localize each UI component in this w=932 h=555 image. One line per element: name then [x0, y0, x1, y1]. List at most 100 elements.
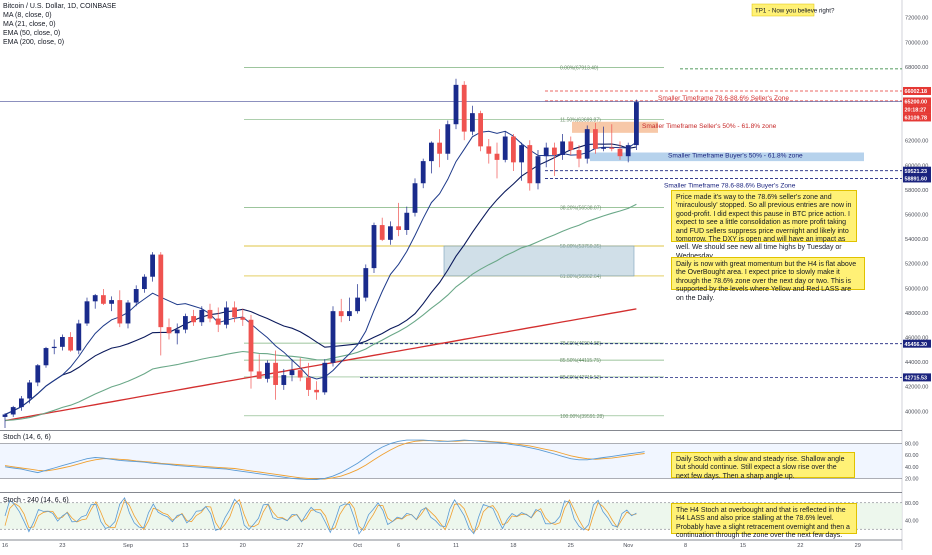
seller-zone-label: Smaller Timeframe 78.6-88.6% Seller's Zo…	[658, 95, 789, 102]
price-tag-label: 66002.18	[905, 89, 927, 95]
price-tag-label: 63109.78	[905, 116, 927, 122]
candle	[27, 380, 32, 404]
candle-body	[429, 142, 434, 162]
candle-body	[125, 302, 131, 324]
candle-body	[494, 153, 500, 160]
time-tick-label: 8	[684, 543, 687, 549]
candle-body	[297, 370, 303, 378]
analysis-note-3: Daily Stoch with a slow and steady rise.…	[671, 452, 855, 480]
candle-body	[109, 300, 114, 304]
candle	[453, 78, 459, 130]
candle	[412, 178, 418, 217]
buyer-50-61-zone-box	[590, 152, 864, 162]
candle-body	[248, 319, 254, 372]
candle-body	[265, 362, 270, 379]
seller-50-zone-label: Smaller Timeframe Seller's 50% - 61.8% z…	[642, 123, 777, 130]
stoch-h4-legend[interactable]: Stoch - 240 (14, 6, 6)	[3, 497, 69, 504]
price-tick-label: 68000.00	[905, 65, 928, 71]
analysis-note-2: Daily is now with great momentum but the…	[671, 257, 865, 302]
price-tag	[903, 166, 931, 175]
candle-body	[617, 148, 623, 157]
stoch-daily-legend[interactable]: Stoch (14, 6, 6)	[3, 434, 51, 441]
candle-body	[199, 309, 205, 323]
candle-body	[133, 289, 139, 303]
ema200-line	[4, 308, 637, 422]
candle-body	[593, 129, 598, 149]
candle-body	[35, 365, 41, 383]
candle	[306, 362, 311, 397]
fib-level-label: 78.60%(46994.88)	[560, 341, 601, 347]
candle	[101, 289, 106, 306]
candle	[601, 126, 606, 152]
candle-body	[338, 311, 344, 317]
candle	[240, 308, 246, 326]
candle	[232, 301, 237, 323]
candle	[68, 332, 73, 352]
stoch-daily-tick: 80.00	[905, 442, 919, 448]
candle	[265, 360, 270, 383]
candle-body	[470, 113, 475, 132]
candle	[51, 339, 57, 355]
candle	[502, 131, 508, 163]
candle-body	[379, 225, 385, 240]
price-tag	[903, 373, 931, 382]
fib-level-label: 85.50%(44115.75)	[560, 358, 601, 364]
candle-body	[527, 145, 533, 184]
candle	[174, 323, 180, 345]
indicator-ema50[interactable]: EMA (50, close, 0)	[3, 30, 61, 37]
stoch-h4-tick: 40.00	[905, 518, 919, 524]
candle-body	[486, 146, 492, 154]
candle-body	[191, 316, 196, 323]
candle-body	[215, 318, 221, 325]
candle-body	[76, 323, 82, 351]
candle-body	[207, 309, 213, 319]
price-tag	[903, 105, 931, 114]
indicator-ema200[interactable]: EMA (200, close, 0)	[3, 39, 65, 46]
time-tick-label: 11	[453, 543, 459, 549]
candle-body	[142, 276, 147, 290]
candle	[166, 318, 172, 340]
candle	[19, 396, 24, 411]
candle	[92, 293, 98, 309]
symbol-line[interactable]: Bitcoin / U.S. Dollar, 1D, COINBASE	[3, 3, 117, 10]
seller-50-61-zone-box	[572, 121, 658, 133]
candle	[437, 129, 442, 168]
candle	[371, 222, 377, 274]
candle	[142, 274, 147, 293]
indicator-ma21[interactable]: MA (21, close, 0)	[3, 21, 56, 28]
candle	[314, 381, 319, 400]
candle	[625, 142, 631, 163]
stoch-daily-tick: 20.00	[905, 476, 919, 482]
candle-body	[158, 254, 164, 328]
time-tick-label: 20	[240, 543, 246, 549]
price-tick-label: 62000.00	[905, 139, 928, 145]
candle	[43, 346, 49, 368]
candle	[273, 350, 278, 400]
candle-body	[363, 268, 369, 298]
indicator-ma8[interactable]: MA (8, close, 0)	[3, 12, 52, 19]
candle	[256, 354, 262, 379]
candle	[248, 314, 254, 389]
candle-body	[51, 346, 57, 349]
fib-golden-zone-box	[443, 245, 635, 277]
candle	[281, 368, 287, 390]
candle	[396, 202, 401, 237]
time-tick-label: 25	[568, 543, 574, 549]
candle	[297, 357, 303, 382]
candle	[552, 142, 557, 176]
price-tick-label: 58000.00	[905, 188, 928, 194]
candle-body	[183, 316, 188, 330]
candle	[2, 413, 8, 428]
candle-body	[256, 371, 262, 379]
candle-body	[289, 370, 295, 376]
candle	[576, 145, 582, 168]
price-tag-label: 65200.00	[905, 100, 927, 106]
time-tick-label: 27	[297, 543, 303, 549]
candle-body	[150, 254, 155, 277]
candle	[404, 206, 410, 235]
candle	[199, 306, 205, 326]
candle	[543, 142, 549, 168]
tp-label: TP1 - Now you believe right?	[755, 8, 835, 15]
candle-body	[601, 147, 606, 149]
candle	[609, 124, 615, 152]
